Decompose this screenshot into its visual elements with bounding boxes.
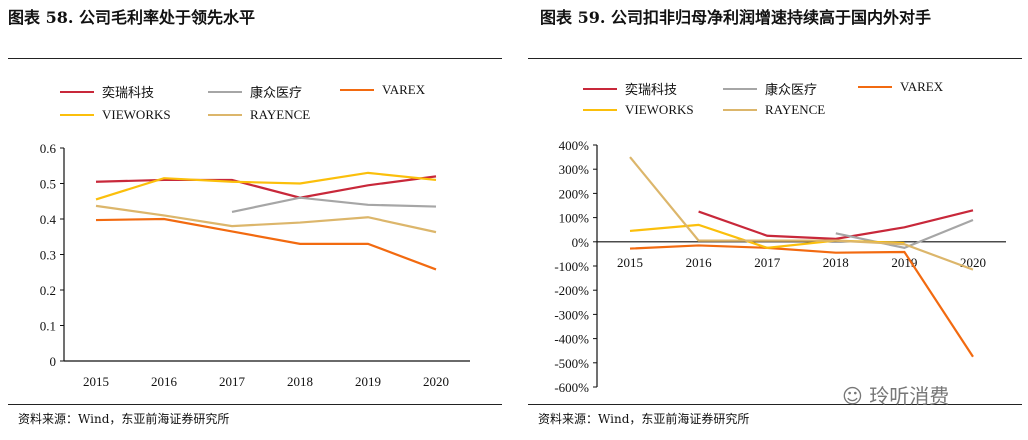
source-note-right: 资料来源：Wind，东亚前海证券研究所 xyxy=(538,412,750,426)
legend-item: 康众医疗 xyxy=(723,79,817,98)
legend-label: VAREX xyxy=(382,82,426,97)
legend-label: RAYENCE xyxy=(765,102,826,117)
x-tick-label: 2018 xyxy=(287,374,313,389)
legend-swatch xyxy=(208,90,242,93)
y-tick-label: -400% xyxy=(554,332,589,347)
legend-label: 康众医疗 xyxy=(250,85,303,100)
x-tick-label: 2020 xyxy=(960,255,986,270)
x-tick-label: 2018 xyxy=(823,255,849,270)
y-tick-label: 0.4 xyxy=(40,212,57,227)
legend-item: 奕瑞科技 xyxy=(60,82,154,101)
y-tick-label: 0.3 xyxy=(40,248,56,263)
legend-label: 奕瑞科技 xyxy=(625,82,678,97)
y-tick-label: -500% xyxy=(554,356,589,371)
title-divider-right xyxy=(528,58,1022,59)
source-divider-left xyxy=(8,404,502,405)
legend-item: VAREX xyxy=(858,79,943,95)
y-tick-label: 0.6 xyxy=(40,141,57,156)
legend-swatch xyxy=(858,86,892,88)
x-tick-label: 2019 xyxy=(355,374,381,389)
series-line-RAYENCE xyxy=(629,156,974,271)
y-tick-label: 300% xyxy=(559,162,590,177)
y-tick-label: 0.2 xyxy=(40,283,56,298)
y-tick-label: 0.1 xyxy=(40,319,56,334)
source-note-left: 资料来源：Wind，东亚前海证券研究所 xyxy=(18,412,230,426)
y-tick-label: -300% xyxy=(554,307,589,322)
watermark: ☺ 玲听消费 xyxy=(842,384,950,408)
legend-swatch xyxy=(340,89,374,91)
legend-swatch xyxy=(60,114,94,116)
legend-label: VAREX xyxy=(900,79,944,94)
chart-title-left: 图表 58. 公司毛利率处于领先水平 xyxy=(8,8,255,27)
title-divider-left xyxy=(8,58,502,59)
legend-item: VIEWORKS xyxy=(583,102,694,118)
y-tick-label: 0 xyxy=(50,354,57,369)
series-line-奕瑞科技 xyxy=(95,175,437,199)
series-line-VAREX xyxy=(95,217,437,271)
legend-item: VAREX xyxy=(340,82,425,98)
legend-swatch xyxy=(208,114,242,116)
legend-item: RAYENCE xyxy=(723,102,825,118)
legend-item: RAYENCE xyxy=(208,107,310,123)
legend-label: 康众医疗 xyxy=(765,82,818,97)
series-line-奕瑞科技 xyxy=(698,209,974,241)
x-tick-label: 2017 xyxy=(219,374,246,389)
source-divider-right xyxy=(528,404,1022,405)
legend-label: RAYENCE xyxy=(250,107,311,122)
legend-label: 奕瑞科技 xyxy=(102,85,155,100)
wechat-icon: ☺ xyxy=(842,384,870,408)
y-tick-label: 0% xyxy=(572,235,590,250)
series-line-VAREX xyxy=(629,244,974,358)
y-tick-label: 0.5 xyxy=(40,177,56,192)
legend-swatch xyxy=(583,109,617,111)
y-tick-label: -200% xyxy=(554,283,589,298)
legend-swatch xyxy=(723,109,757,111)
x-tick-label: 2017 xyxy=(754,255,781,270)
legend-item: 康众医疗 xyxy=(208,82,302,101)
legend-item: 奕瑞科技 xyxy=(583,79,677,98)
legend-label: VIEWORKS xyxy=(625,102,694,117)
y-tick-label: 200% xyxy=(559,186,590,201)
x-tick-label: 2020 xyxy=(423,374,449,389)
x-tick-label: 2015 xyxy=(617,255,643,270)
y-tick-label: 400% xyxy=(559,138,590,153)
series-line-康众医疗 xyxy=(835,219,974,249)
series-line-VIEWORKS xyxy=(95,171,437,201)
series-line-康众医疗 xyxy=(231,196,437,213)
legend-item: VIEWORKS xyxy=(60,107,171,123)
y-tick-label: 100% xyxy=(559,211,590,226)
chart-title-right: 图表 59. 公司扣非归母净利润增速持续高于国内外对手 xyxy=(540,8,931,27)
x-tick-label: 2015 xyxy=(83,374,109,389)
legend-label: VIEWORKS xyxy=(102,107,171,122)
legend-swatch xyxy=(723,87,757,90)
legend-swatch xyxy=(583,87,617,90)
x-tick-label: 2016 xyxy=(151,374,178,389)
y-tick-label: -100% xyxy=(554,259,589,274)
series-line-RAYENCE xyxy=(95,204,437,234)
legend-swatch xyxy=(60,90,94,93)
x-tick-label: 2019 xyxy=(891,255,917,270)
x-tick-label: 2016 xyxy=(686,255,713,270)
y-tick-label: -600% xyxy=(554,380,589,395)
